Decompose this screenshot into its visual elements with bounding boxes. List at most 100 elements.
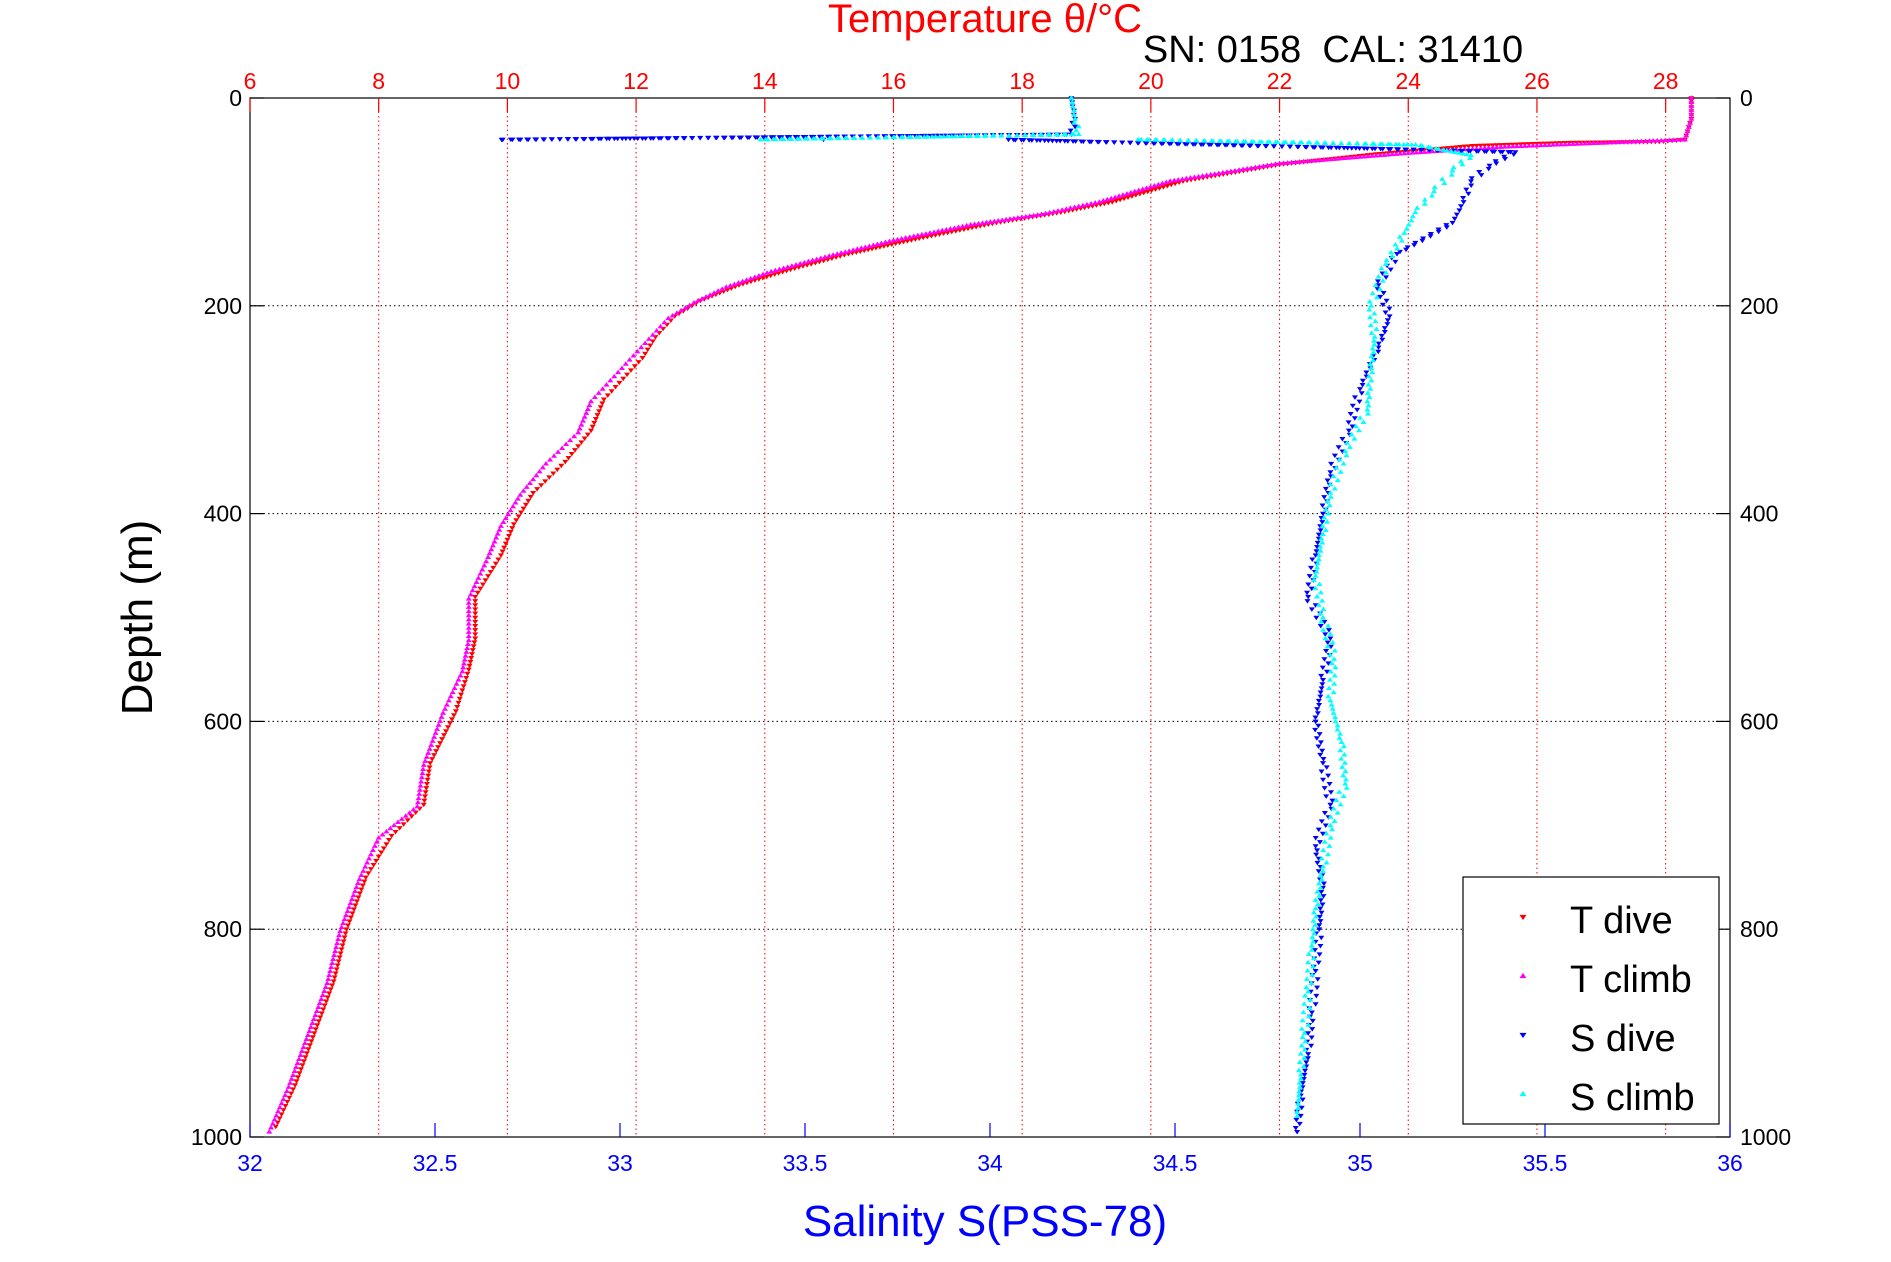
data-point	[1378, 333, 1385, 339]
data-point	[1280, 139, 1287, 145]
data-point	[1288, 159, 1295, 165]
tick-label-salinity: 35	[1347, 1150, 1373, 1176]
data-point	[1419, 238, 1426, 244]
data-point	[1298, 1042, 1305, 1048]
data-point	[457, 672, 464, 678]
data-point	[355, 895, 362, 900]
data-point	[1477, 145, 1484, 151]
data-point	[584, 432, 591, 438]
tick-label-depth-left: 0	[229, 85, 242, 111]
data-point	[1054, 132, 1061, 137]
data-point	[867, 135, 874, 140]
data-point	[1198, 142, 1205, 148]
data-point	[596, 409, 603, 414]
data-point	[571, 448, 578, 453]
data-point	[298, 1048, 305, 1053]
data-point	[1309, 557, 1316, 563]
data-point	[1318, 855, 1325, 861]
data-point	[1453, 212, 1460, 218]
data-point	[539, 464, 546, 470]
data-point	[1336, 145, 1343, 151]
data-point	[1299, 1097, 1306, 1103]
data-point	[348, 896, 355, 902]
tick-label-temperature: 18	[1009, 68, 1035, 94]
data-point	[1368, 303, 1375, 308]
data-point	[1321, 515, 1328, 520]
data-point	[275, 1108, 282, 1114]
data-point	[329, 983, 336, 988]
data-point	[341, 916, 348, 922]
data-point	[327, 968, 334, 974]
data-point	[1343, 776, 1350, 782]
data-point	[472, 599, 479, 604]
data-point	[951, 225, 958, 230]
data-point	[611, 136, 618, 142]
data-point	[454, 705, 461, 710]
legend-marker	[1519, 972, 1527, 979]
data-point	[530, 491, 537, 496]
data-point	[509, 137, 516, 143]
data-point	[755, 273, 762, 278]
data-point	[1327, 644, 1334, 650]
data-point	[1408, 217, 1415, 223]
data-point	[1327, 631, 1334, 636]
data-point	[1219, 169, 1226, 175]
data-point	[1687, 120, 1694, 125]
data-point	[1448, 172, 1455, 177]
data-point	[1343, 785, 1350, 790]
data-point	[1412, 209, 1419, 215]
data-point	[1394, 245, 1401, 251]
data-point	[1468, 183, 1475, 188]
data-point	[1294, 1130, 1301, 1135]
data-point	[1371, 342, 1378, 347]
data-point	[1312, 897, 1319, 902]
data-point	[1371, 141, 1378, 146]
data-point	[472, 624, 479, 629]
data-point	[1452, 149, 1459, 154]
data-point	[559, 445, 566, 450]
data-point	[673, 310, 680, 315]
data-point	[1298, 1105, 1305, 1111]
data-point	[331, 952, 338, 958]
data-point	[338, 924, 345, 930]
data-point	[1558, 141, 1565, 147]
tick-label-temperature: 16	[881, 68, 907, 94]
data-point	[469, 648, 476, 653]
data-point	[1301, 1072, 1308, 1078]
data-point	[563, 441, 570, 447]
data-point	[1293, 1117, 1300, 1123]
axis-labels: Temperature θ/°C SN: 0158 CAL: 31410 Dep…	[113, 0, 1523, 1246]
data-point	[1264, 139, 1271, 144]
data-point	[1325, 510, 1332, 516]
data-point	[999, 217, 1006, 222]
data-point	[1322, 486, 1329, 492]
data-point	[479, 567, 486, 572]
data-point	[472, 628, 479, 633]
data-point	[564, 137, 571, 142]
data-point	[1386, 306, 1393, 312]
data-point	[595, 136, 602, 142]
data-point	[910, 233, 917, 239]
data-point	[657, 323, 664, 329]
data-point	[1305, 1013, 1312, 1019]
data-point	[336, 955, 343, 960]
data-point	[1638, 138, 1645, 144]
data-point	[362, 864, 369, 869]
data-point	[1330, 473, 1337, 478]
data-point	[1329, 706, 1336, 711]
legend: T dive T climb S dive S climb	[1462, 876, 1720, 1125]
data-point	[1554, 142, 1561, 147]
data-point	[313, 1008, 320, 1014]
data-point	[1594, 140, 1601, 145]
data-point	[1312, 715, 1319, 720]
data-point	[338, 947, 345, 952]
data-point	[1310, 577, 1317, 582]
data-point	[1308, 1043, 1315, 1049]
data-point	[271, 1116, 278, 1122]
data-point	[424, 777, 431, 783]
data-point	[664, 136, 671, 141]
data-point	[779, 270, 786, 275]
data-point	[1586, 140, 1593, 146]
data-point	[1303, 1060, 1310, 1065]
data-point	[541, 137, 548, 142]
